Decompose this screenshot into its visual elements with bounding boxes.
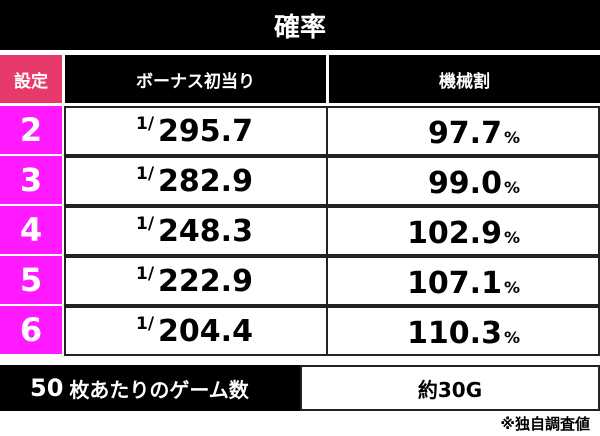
title: 確率 [0, 0, 600, 50]
setting-cell: 5 [0, 256, 62, 304]
payout-value: 102.9 [407, 216, 502, 251]
payout-value: 110.3 [407, 316, 502, 351]
setting-cell: 6 [0, 306, 62, 354]
bonus-cell: 1/204.4 [64, 306, 328, 356]
bonus-cell: 1/282.9 [64, 156, 328, 206]
payout-unit: % [503, 328, 520, 347]
bonus-prefix: 1/ [136, 314, 155, 334]
payout-cell: 102.9% [326, 206, 600, 256]
footnote: ※独自調査値 [500, 414, 590, 433]
bonus-cell: 1/222.9 [64, 256, 328, 306]
games-number: 50 [30, 374, 64, 402]
payout-unit: % [503, 228, 520, 247]
payout-cell: 107.1% [326, 256, 600, 306]
games-text: 枚あたりのゲーム数 [69, 377, 249, 402]
payout-cell: 97.7% [326, 106, 600, 156]
games-value: 約30G [300, 365, 600, 411]
payout-value: 107.1 [407, 266, 502, 301]
bonus-cell: 1/295.7 [64, 106, 328, 156]
bonus-cell: 1/248.3 [64, 206, 328, 256]
payout-unit: % [503, 278, 520, 297]
bonus-value: 295.7 [158, 113, 253, 149]
payout-unit: % [503, 128, 520, 147]
bonus-prefix: 1/ [136, 164, 155, 184]
payout-cell: 99.0% [326, 156, 600, 206]
setting-cell: 2 [0, 106, 62, 154]
bonus-value: 282.9 [158, 163, 253, 199]
header-cell: ボーナス初当り [65, 55, 326, 103]
bonus-prefix: 1/ [136, 264, 155, 284]
bonus-value: 222.9 [158, 263, 253, 299]
bonus-value: 248.3 [158, 213, 253, 249]
bonus-prefix: 1/ [136, 114, 155, 134]
header-cell: 設定 [0, 55, 62, 103]
payout-cell: 110.3% [326, 306, 600, 356]
header-cell: 機械割 [329, 55, 600, 103]
games-label: 50 枚あたりのゲーム数 [0, 365, 300, 411]
bonus-value: 204.4 [158, 313, 253, 349]
bonus-prefix: 1/ [136, 214, 155, 234]
payout-unit: % [503, 178, 520, 197]
payout-value: 99.0 [427, 166, 502, 201]
setting-cell: 4 [0, 206, 62, 254]
setting-cell: 3 [0, 156, 62, 204]
payout-value: 97.7 [427, 116, 502, 151]
